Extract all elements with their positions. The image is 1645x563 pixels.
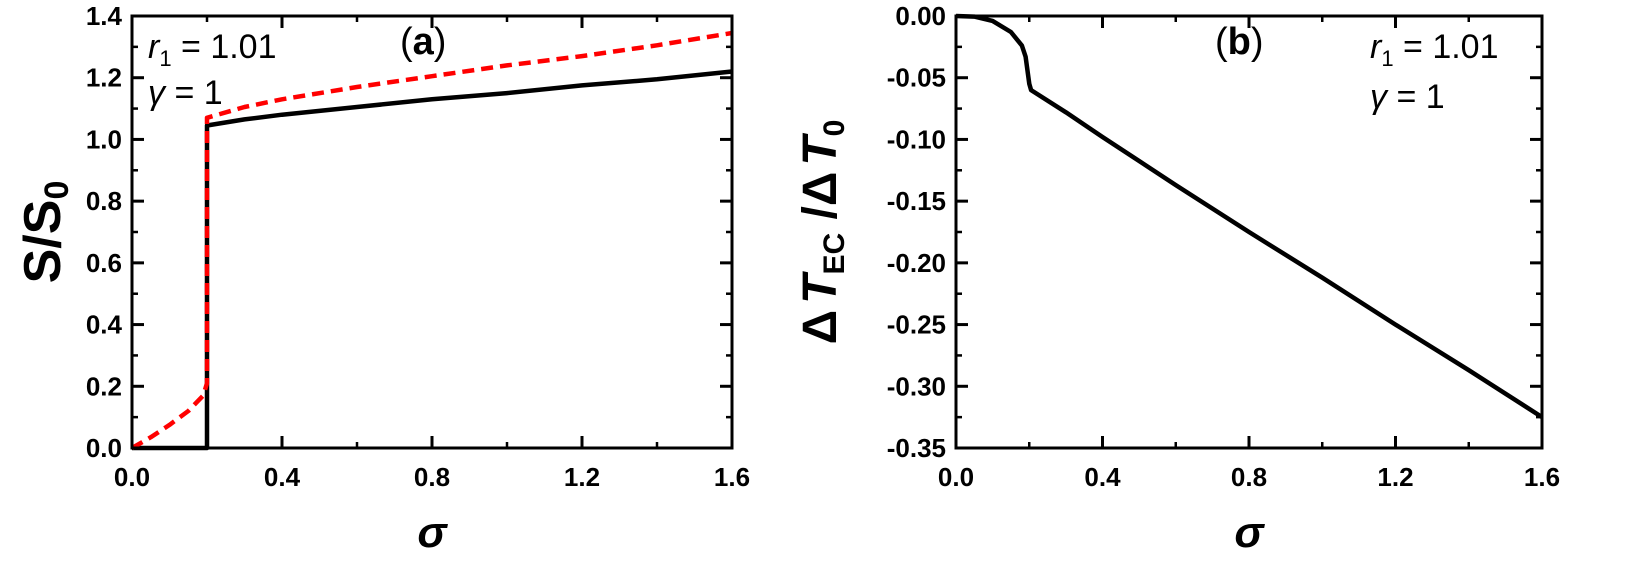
y-tick-label: 1.2 (86, 63, 122, 93)
panel-a-y-axis-label: S/S0 (14, 181, 76, 284)
y-tick-label: -0.30 (887, 371, 946, 401)
panel-a-y-label-sub: 0 (38, 181, 76, 200)
panel-a-series (130, 30, 733, 451)
x-tick-label: 1.2 (564, 462, 600, 492)
x-tick-label: 1.2 (1377, 462, 1413, 492)
x-tick-label: 1.6 (714, 462, 750, 492)
panel-b-annotation-r1: r1 = 1.01 (1370, 28, 1499, 71)
panel-b-label: (b) (1215, 21, 1264, 63)
y-tick-label: 0.0 (86, 433, 122, 463)
x-tick-label: 0.4 (264, 462, 301, 492)
y-tick-label: -0.25 (887, 310, 946, 340)
y-tick-label: 0.8 (86, 186, 122, 216)
y-tick-label: 1.0 (86, 124, 122, 154)
x-tick-label: 1.6 (1524, 462, 1560, 492)
series-line-0 (955, 13, 1544, 419)
panel-a-y-label-main: S/S (14, 200, 72, 284)
panel-b-ticks: 0.0 0.4 0.8 1.2 1.6 0.00 -0.05 -0.10 -0.15 -0.20 -… (887, 1, 1560, 492)
panel-a-ticks: 0.0 0.4 0.8 1.2 1.6 0.0 0.2 0.4 0.6 0.8 1.0 1.2 1.4 (86, 1, 750, 492)
panel-b: 0.0 0.4 0.8 1.2 1.6 0.00 -0.05 -0.10 -0.15 -0.20 -… (794, 1, 1560, 557)
series-line-0 (132, 69, 733, 451)
panel-a-x-axis-label: σ (417, 508, 448, 557)
panel-a-annotation-gamma: γ = 1 (148, 74, 223, 112)
panel-a-annotation-r1: r1 = 1.01 (148, 28, 277, 71)
x-tick-label: 0.4 (1084, 462, 1121, 492)
y-tick-label: -0.15 (887, 186, 946, 216)
y-tick-label: -0.10 (887, 124, 946, 154)
x-tick-label: 0.8 (414, 462, 450, 492)
panel-a-frame (130, 14, 734, 450)
panel-b-x-axis-label: σ (1234, 508, 1265, 557)
panel-b-y-axis-label: ΔTEC /ΔT0 (794, 120, 851, 345)
panel-a-label-letter: a (413, 21, 435, 63)
series-line-1 (130, 30, 733, 450)
panel-b-series (955, 13, 1544, 419)
x-tick-label: 0.8 (1231, 462, 1267, 492)
y-tick-label: -0.20 (887, 248, 946, 278)
panel-a: 0.0 0.4 0.8 1.2 1.60.00.20.40.60.81.01.21.4 … (14, 1, 750, 557)
panel-b-label-letter: b (1228, 21, 1251, 63)
x-tick-label: 0.0 (114, 462, 150, 492)
y-tick-label: -0.35 (887, 433, 946, 463)
y-tick-label: 0.00 (895, 1, 946, 31)
panel-a-label: (a) (400, 21, 446, 63)
panel-b-frame (954, 14, 1544, 450)
y-tick-label: 0.4 (86, 310, 123, 340)
y-tick-label: -0.05 (887, 63, 946, 93)
panel-b-annotation-gamma: γ = 1 (1370, 78, 1445, 116)
y-tick-label: 1.4 (86, 1, 123, 31)
y-tick-label: 0.2 (86, 371, 122, 401)
x-tick-label: 0.0 (938, 462, 974, 492)
y-tick-label: 0.6 (86, 248, 122, 278)
